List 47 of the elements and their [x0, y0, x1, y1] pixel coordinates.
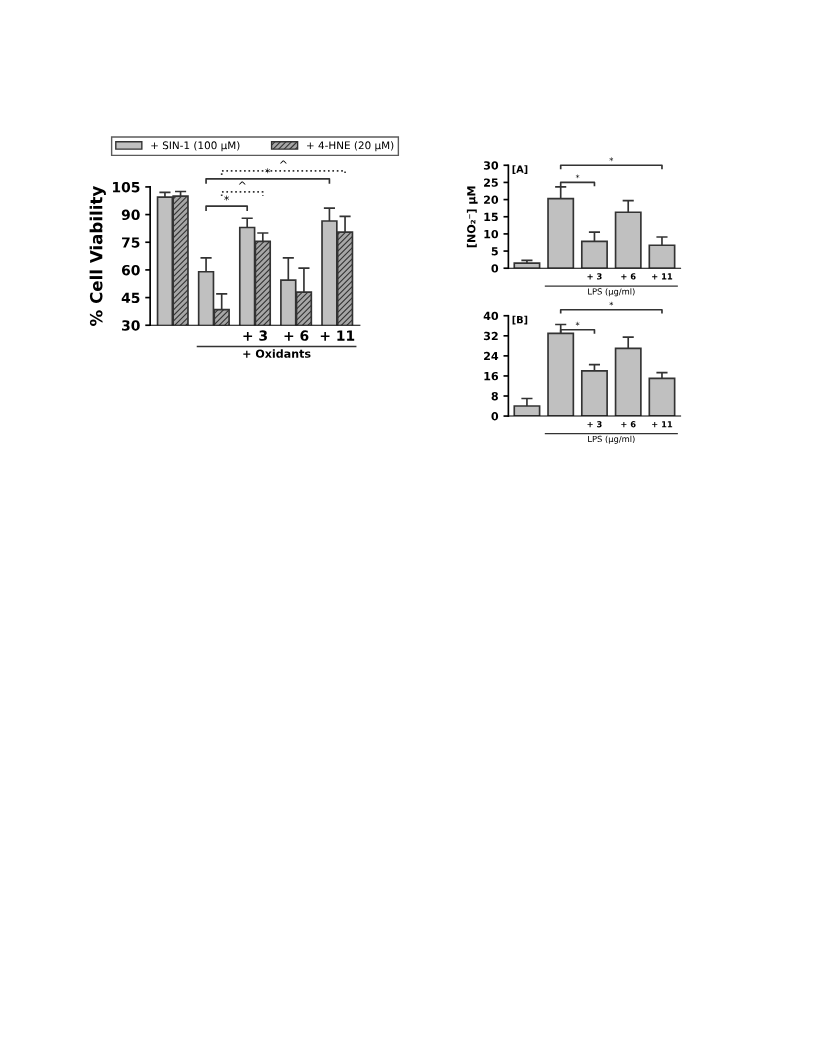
- annotation: *: [575, 174, 580, 179]
- y-tick-label: 60: [121, 264, 140, 276]
- x-tick-label: + 3: [587, 421, 602, 428]
- x-tick-label: + 11: [320, 330, 355, 341]
- y-tick-label: 5: [491, 247, 498, 256]
- y-tick-label: 25: [484, 178, 498, 187]
- text: *: [609, 157, 614, 162]
- x-tick-label: + 6: [621, 273, 636, 280]
- text: *: [609, 301, 614, 306]
- y-tick-label: 20: [484, 195, 499, 204]
- text: ^: [238, 181, 246, 185]
- y-axis-title: % Cell Viability: [89, 186, 106, 326]
- y-tick-label: 15: [484, 212, 498, 222]
- text: *: [265, 168, 271, 174]
- text: LPS (µg/ml): [588, 288, 635, 297]
- text: + Oxidants: [243, 349, 311, 358]
- y-tick-label: 75: [122, 237, 140, 248]
- bar: [648, 377, 676, 417]
- y-tick-label: 10: [484, 229, 499, 239]
- annotation: [A]: [512, 165, 528, 174]
- y-tick-label: 40: [483, 311, 499, 321]
- annotation: *: [575, 321, 580, 326]
- bar: [513, 262, 541, 269]
- y-tick-label: 32: [483, 331, 498, 341]
- text: ^: [279, 160, 287, 164]
- x-tick-label: + 6: [284, 330, 309, 341]
- y-tick-label: 24: [484, 351, 499, 361]
- y-tick-label: 90: [121, 209, 140, 221]
- y-tick-label: 0: [491, 264, 499, 273]
- y-tick-label: 105: [113, 181, 140, 193]
- y-axis-title: [NO₂⁻] µM: [466, 186, 478, 248]
- text: LPS (µg/ml): [588, 435, 635, 444]
- x-tick-label: + 6: [621, 421, 636, 428]
- annotation: *: [224, 195, 230, 201]
- y-tick-label: 16: [484, 371, 499, 381]
- y-tick-label: 45: [121, 292, 140, 304]
- x-tick-label: + 3: [587, 273, 602, 280]
- legend-label: + 4-HNE (20 µM): [307, 141, 394, 152]
- y-tick-label: 8: [491, 391, 498, 401]
- y-tick-label: 30: [483, 161, 499, 170]
- x-tick-label: + 11: [652, 273, 673, 280]
- annotation: [B]: [512, 315, 528, 325]
- y-tick-label: 30: [122, 320, 140, 331]
- legend-label: + SIN-1 (100 µM): [151, 141, 240, 152]
- x-tick-label: + 11: [652, 421, 673, 428]
- y-tick-label: 0: [491, 412, 499, 421]
- x-tick-label: + 3: [243, 330, 267, 341]
